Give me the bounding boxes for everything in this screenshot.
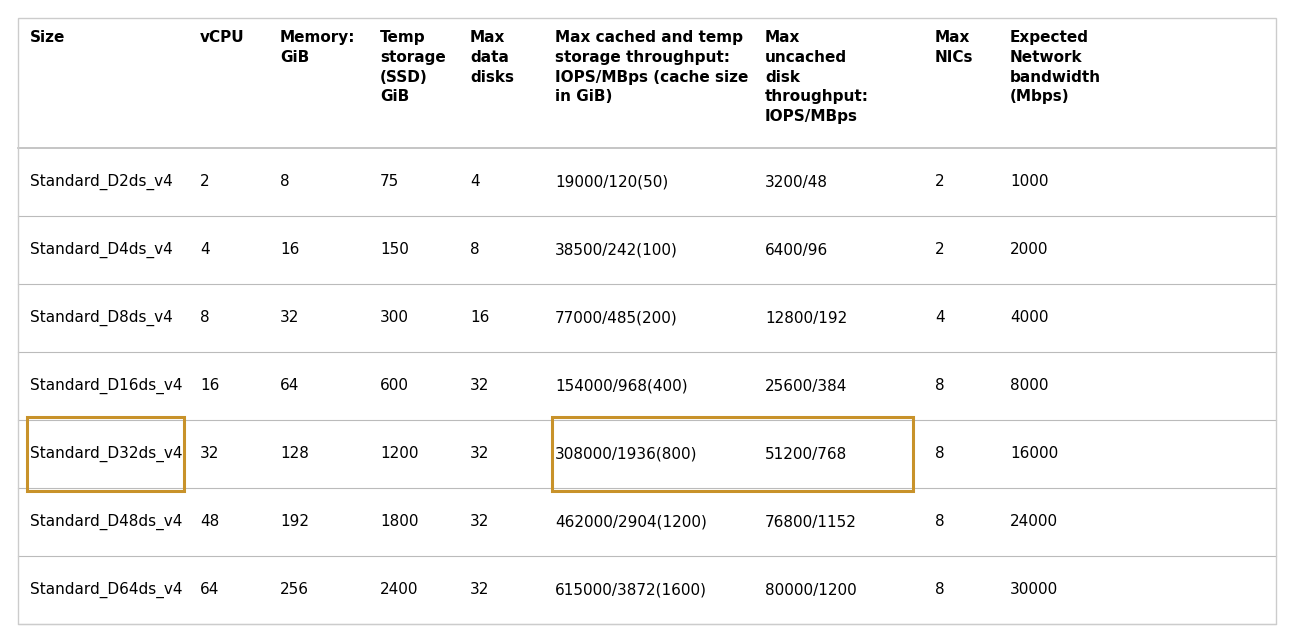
Text: 308000/1936(800): 308000/1936(800) [555, 446, 697, 462]
Text: 8: 8 [936, 583, 945, 597]
Text: 4: 4 [201, 242, 210, 257]
Text: 19000/120(50): 19000/120(50) [555, 174, 668, 190]
Text: Memory:
GiB: Memory: GiB [280, 30, 356, 65]
Text: 600: 600 [380, 378, 409, 394]
Text: Expected
Network
bandwidth
(Mbps): Expected Network bandwidth (Mbps) [1011, 30, 1101, 105]
Text: 8: 8 [201, 311, 210, 325]
Text: 80000/1200: 80000/1200 [765, 583, 857, 597]
Text: 16: 16 [280, 242, 299, 257]
Text: 2: 2 [936, 242, 945, 257]
Text: 4000: 4000 [1011, 311, 1048, 325]
Text: 32: 32 [201, 446, 220, 462]
Text: 76800/1152: 76800/1152 [765, 515, 857, 529]
Text: Size: Size [30, 30, 66, 45]
Text: 16000: 16000 [1011, 446, 1058, 462]
Text: 3200/48: 3200/48 [765, 174, 828, 190]
Text: 1200: 1200 [380, 446, 418, 462]
Text: 1000: 1000 [1011, 174, 1048, 190]
Text: Max
data
disks: Max data disks [470, 30, 514, 84]
Bar [27, 417, 184, 491]
Text: 64: 64 [280, 378, 299, 394]
Text: 154000/968(400): 154000/968(400) [555, 378, 687, 394]
Text: 4: 4 [470, 174, 480, 190]
Text: 8: 8 [936, 446, 945, 462]
Text: 48: 48 [201, 515, 219, 529]
Text: Standard_D2ds_v4: Standard_D2ds_v4 [30, 174, 173, 190]
Text: Max
uncached
disk
throughput:
IOPS/MBps: Max uncached disk throughput: IOPS/MBps [765, 30, 870, 124]
Text: 2400: 2400 [380, 583, 418, 597]
Text: 2000: 2000 [1011, 242, 1048, 257]
Text: 32: 32 [470, 378, 489, 394]
Text: 32: 32 [470, 583, 489, 597]
Text: vCPU: vCPU [201, 30, 245, 45]
Text: 2: 2 [201, 174, 210, 190]
Text: Temp
storage
(SSD)
GiB: Temp storage (SSD) GiB [380, 30, 445, 105]
Text: 8000: 8000 [1011, 378, 1048, 394]
Text: 6400/96: 6400/96 [765, 242, 828, 257]
Text: Standard_D8ds_v4: Standard_D8ds_v4 [30, 310, 173, 326]
Text: 32: 32 [280, 311, 299, 325]
Text: Standard_D16ds_v4: Standard_D16ds_v4 [30, 378, 182, 394]
Text: Standard_D32ds_v4: Standard_D32ds_v4 [30, 446, 182, 462]
Text: 1800: 1800 [380, 515, 418, 529]
Text: 8: 8 [470, 242, 480, 257]
Text: 77000/485(200): 77000/485(200) [555, 311, 678, 325]
Text: 51200/768: 51200/768 [765, 446, 848, 462]
Text: 128: 128 [280, 446, 309, 462]
Text: Max
NICs: Max NICs [936, 30, 973, 65]
Text: 8: 8 [280, 174, 290, 190]
Bar [553, 417, 914, 491]
Text: 8: 8 [936, 515, 945, 529]
Text: 24000: 24000 [1011, 515, 1058, 529]
Text: 12800/192: 12800/192 [765, 311, 848, 325]
Text: 30000: 30000 [1011, 583, 1058, 597]
Text: 32: 32 [470, 515, 489, 529]
Text: Max cached and temp
storage throughput:
IOPS/MBps (cache size
in GiB): Max cached and temp storage throughput: … [555, 30, 748, 105]
Text: 2: 2 [936, 174, 945, 190]
Text: 38500/242(100): 38500/242(100) [555, 242, 678, 257]
Text: 256: 256 [280, 583, 309, 597]
Text: 615000/3872(1600): 615000/3872(1600) [555, 583, 707, 597]
Text: 64: 64 [201, 583, 220, 597]
Text: 8: 8 [936, 378, 945, 394]
Text: 462000/2904(1200): 462000/2904(1200) [555, 515, 707, 529]
Text: 300: 300 [380, 311, 409, 325]
Text: 16: 16 [201, 378, 220, 394]
Text: 75: 75 [380, 174, 400, 190]
Text: 4: 4 [936, 311, 945, 325]
Text: 25600/384: 25600/384 [765, 378, 848, 394]
Text: Standard_D48ds_v4: Standard_D48ds_v4 [30, 514, 182, 530]
Text: 32: 32 [470, 446, 489, 462]
Text: Standard_D64ds_v4: Standard_D64ds_v4 [30, 582, 182, 598]
Text: 192: 192 [280, 515, 309, 529]
Text: 16: 16 [470, 311, 489, 325]
Text: Standard_D4ds_v4: Standard_D4ds_v4 [30, 242, 173, 258]
Text: 150: 150 [380, 242, 409, 257]
